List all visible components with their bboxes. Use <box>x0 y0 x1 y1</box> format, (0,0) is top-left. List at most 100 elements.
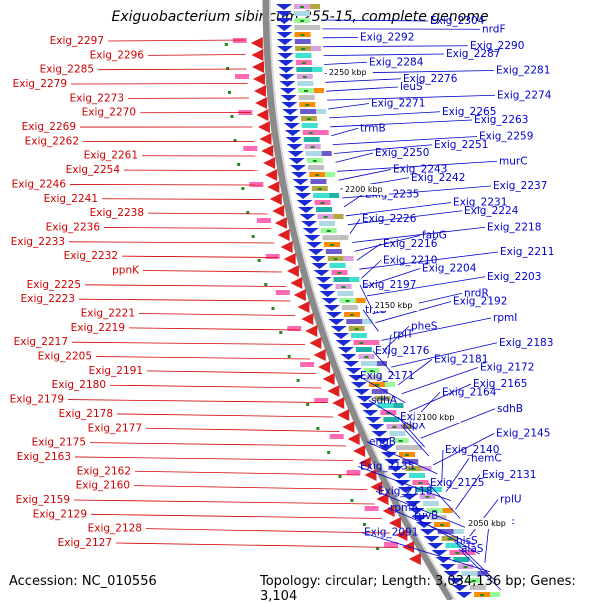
tick-mark <box>264 283 267 286</box>
gene-label: Exig_2159 <box>16 494 70 506</box>
gene-label: Exig_2233 <box>11 236 65 248</box>
tick-mark <box>241 187 244 190</box>
gene-label: sdhA <box>371 395 398 407</box>
feature-block <box>362 319 372 324</box>
gene-label: Exig_2261 <box>84 150 138 162</box>
forward-gene-arrow <box>256 109 268 121</box>
reverse-gene-arrow <box>278 67 294 73</box>
leader-line <box>134 486 367 490</box>
leader-line <box>104 227 271 228</box>
leader-line <box>148 213 268 214</box>
leader-line <box>143 270 282 272</box>
gene-label: Exig_2179 <box>10 394 64 406</box>
reverse-gene-arrow <box>281 95 297 101</box>
gene-label: Exig_2197 <box>362 279 416 291</box>
feature-block <box>310 4 320 9</box>
gene-label: Exig_2270 <box>82 107 136 119</box>
reverse-gene-arrow <box>322 298 338 304</box>
reverse-gene-arrow <box>354 389 370 395</box>
reverse-gene-arrow <box>276 18 292 24</box>
tick-mark <box>252 235 255 238</box>
gene-label: Exig_2216 <box>383 238 438 250</box>
tick-mark <box>311 146 315 148</box>
gene-label: Exig_2269 <box>22 121 76 133</box>
leader-line <box>108 40 245 41</box>
leader-line <box>148 55 246 56</box>
leader-line <box>75 457 353 461</box>
reverse-gene-arrow <box>424 536 440 542</box>
forward-gene-arrow <box>278 229 290 241</box>
gene-label: Exig_2164 <box>442 386 497 398</box>
tick-mark <box>305 104 309 106</box>
reverse-gene-arrow <box>303 228 319 234</box>
tick-mark <box>228 91 231 94</box>
forward-gene-arrow <box>263 157 275 169</box>
forward-gene-arrow <box>301 313 313 325</box>
kbp-label: 2150 kbp <box>375 301 413 310</box>
gene-label: Exig_2246 <box>12 178 67 190</box>
gene-label: Exig_2178 <box>59 408 113 420</box>
leader-line <box>139 314 295 316</box>
forward-gene-arrow <box>275 217 287 229</box>
leader-line <box>336 153 373 162</box>
reverse-gene-arrow <box>420 529 436 535</box>
reverse-gene-arrow <box>312 263 328 269</box>
gene-label: Exig_2205 <box>38 351 92 363</box>
feature-block <box>325 172 335 177</box>
forward-gene-arrow <box>260 133 272 145</box>
feature-block <box>330 263 346 268</box>
forward-gene-arrow <box>337 409 349 421</box>
gene-label: Exig_2304 <box>430 15 485 27</box>
tick-mark <box>303 76 307 78</box>
leader-line <box>98 69 246 70</box>
gene-label: Exig_2226 <box>362 213 417 225</box>
gene-label: Exig_2160 <box>76 480 130 492</box>
forward-gene-arrow <box>309 337 321 349</box>
reverse-gene-arrow <box>331 326 347 332</box>
reverse-gene-arrow <box>308 249 324 255</box>
tick-mark <box>307 118 311 120</box>
forward-gene-arrow <box>261 145 273 157</box>
tick-mark <box>440 524 444 526</box>
feature-block <box>308 165 324 170</box>
leader-line <box>70 184 262 185</box>
forward-gene-arrow <box>409 553 421 565</box>
reverse-gene-arrow <box>439 564 455 570</box>
tick-mark <box>334 258 338 260</box>
gene-label: Exig_2192 <box>453 296 507 308</box>
feature-block <box>326 249 342 254</box>
tick-mark <box>301 34 305 36</box>
tick-mark <box>297 379 300 382</box>
leader-line <box>362 260 381 278</box>
tick-mark <box>392 426 396 428</box>
reverse-gene-arrow <box>301 221 317 227</box>
leader-line <box>91 514 382 518</box>
feature-block <box>276 290 290 295</box>
reverse-gene-arrow <box>289 158 305 164</box>
reverse-gene-arrow <box>300 214 316 220</box>
forward-gene-arrow <box>254 85 266 97</box>
leader-line <box>344 194 363 207</box>
reverse-gene-arrow <box>324 305 340 311</box>
feature-block <box>346 470 360 475</box>
gene-label: trmB <box>360 122 386 134</box>
reverse-gene-arrow <box>306 242 322 248</box>
tick-mark <box>302 62 306 64</box>
gene-label: Exig_2251 <box>434 139 488 151</box>
forward-gene-arrow <box>314 349 326 361</box>
reverse-gene-arrow <box>295 193 311 199</box>
forward-gene-arrow <box>251 49 263 61</box>
gene-label: Exig_2176 <box>375 345 430 357</box>
feature-block <box>295 39 311 44</box>
gene-label: Exig_2292 <box>360 32 414 44</box>
gene-label: rplU <box>500 494 522 506</box>
gene-label: Exig_2135 <box>360 461 414 473</box>
forward-gene-arrow <box>252 61 264 73</box>
gene-label: Exig_2254 <box>66 164 121 176</box>
reverse-gene-arrow <box>368 424 384 430</box>
tick-mark <box>271 307 274 310</box>
feature-block <box>310 179 326 184</box>
leader-line <box>328 104 369 110</box>
leader-line <box>102 199 264 200</box>
feature-block <box>316 109 326 114</box>
